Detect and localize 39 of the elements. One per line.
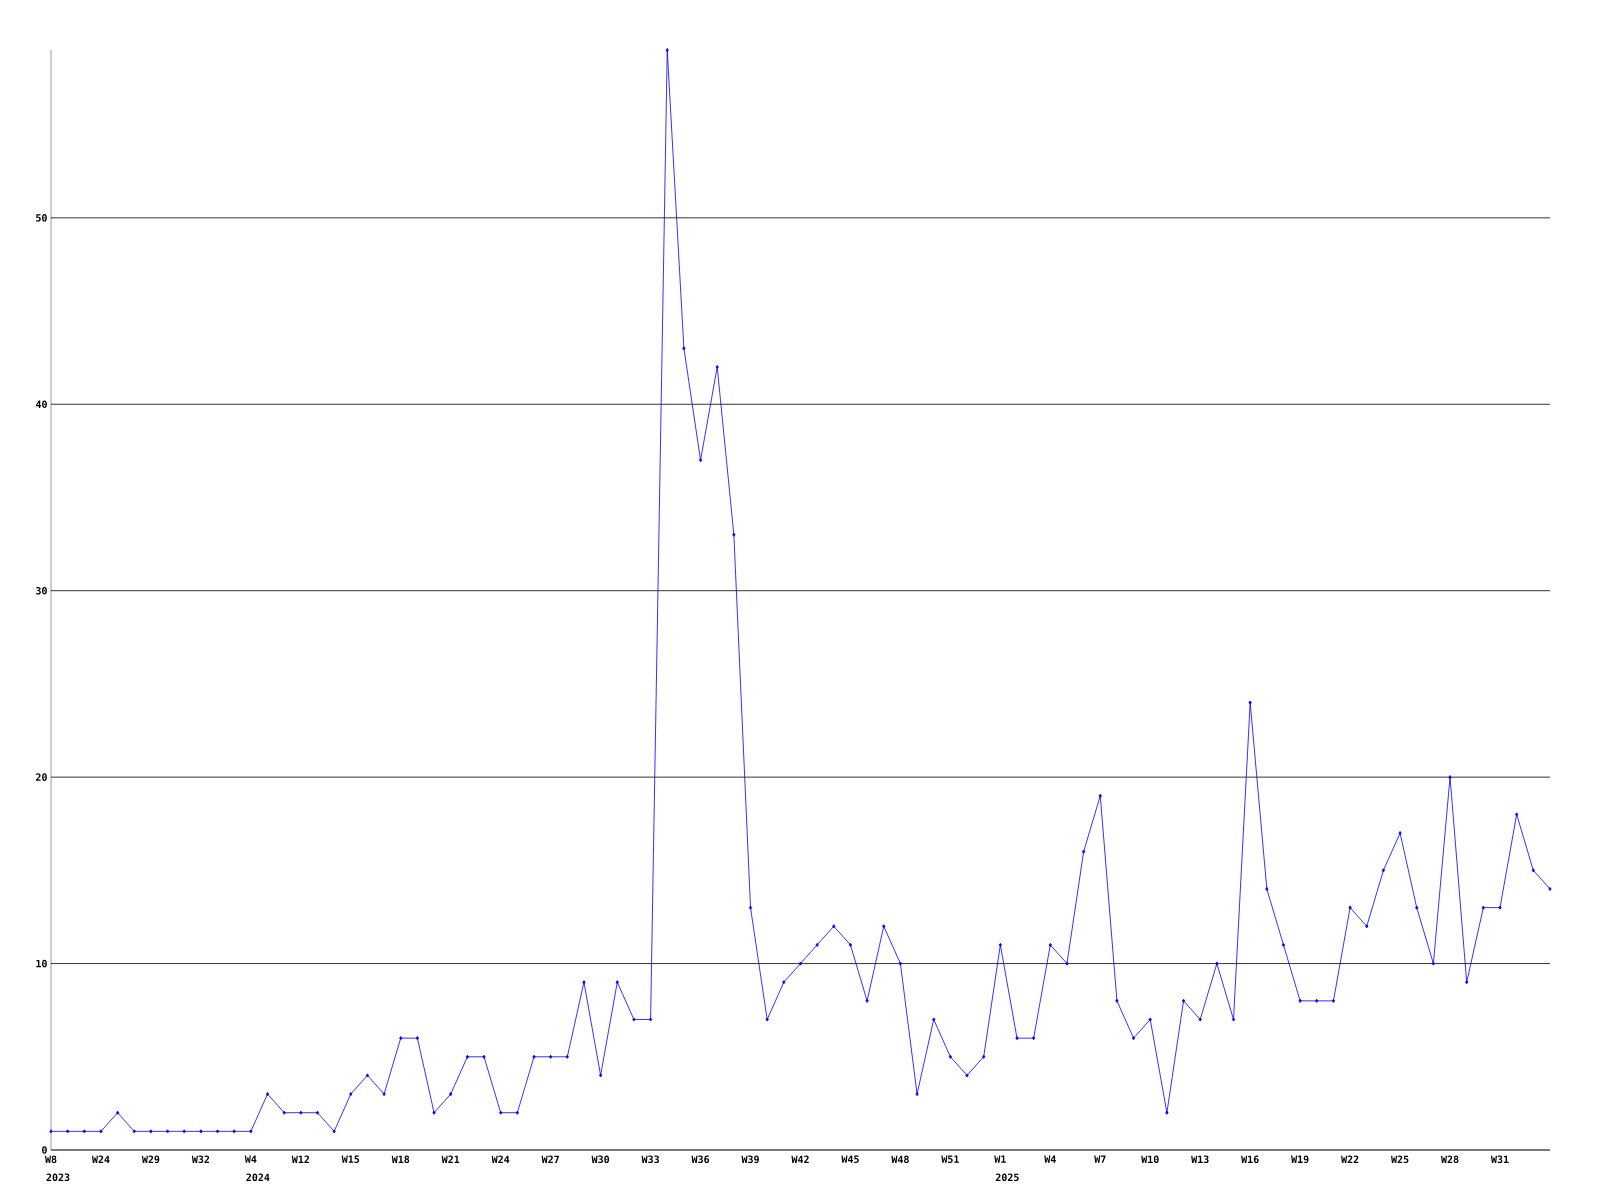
x-tick-label: W25 <box>1391 1155 1409 1164</box>
x-tick-label: W12 <box>291 1155 310 1163</box>
x-tick-label: W18 <box>391 1155 410 1164</box>
y-tick-label: 20 <box>35 773 47 781</box>
x-tick-label: W31 <box>1490 1155 1509 1164</box>
x-tick-label: W36 <box>691 1155 710 1164</box>
text: 2025 <box>995 1173 1019 1182</box>
x-tick-label: W10 <box>1141 1155 1159 1164</box>
x-tick-label: W51 <box>941 1155 959 1163</box>
x-tick-label: W1 <box>994 1155 1006 1163</box>
y-tick-label: 10 <box>36 959 47 968</box>
x-tick-label: W4 <box>244 1155 257 1163</box>
y-tick-label: 30 <box>36 586 47 595</box>
y-tick-label: 0 <box>42 1146 47 1154</box>
x-tick-label: W21 <box>441 1155 460 1163</box>
x-tick-label: W8 <box>44 1155 57 1164</box>
x-tick-label: W7 <box>1094 1155 1106 1163</box>
y-tick-label: 50 <box>36 214 47 222</box>
x-tick-label: W15 <box>341 1155 360 1163</box>
y-tick-label: 40 <box>35 400 47 409</box>
x-tick-label: W30 <box>591 1155 610 1164</box>
x-tick-label: W45 <box>841 1155 859 1163</box>
x-tick-label: W4 <box>1044 1155 1056 1163</box>
text: 2023 <box>46 1173 70 1182</box>
text: 2024 <box>246 1173 270 1182</box>
x-tick-label: W22 <box>1341 1155 1359 1163</box>
x-tick-label: W19 <box>1291 1155 1309 1164</box>
x-tick-label: W28 <box>1441 1155 1459 1164</box>
x-tick-label: W32 <box>191 1155 210 1164</box>
x-tick-label: W27 <box>541 1155 559 1163</box>
x-tick-label: W13 <box>1191 1155 1209 1164</box>
x-tick-label: W24 <box>491 1155 510 1163</box>
x-tick-label: W16 <box>1241 1155 1259 1164</box>
x-tick-label: W29 <box>141 1155 160 1164</box>
x-tick-label: W24 <box>91 1155 110 1163</box>
x-tick-label: W48 <box>891 1155 909 1164</box>
x-tick-label: W39 <box>741 1155 759 1164</box>
x-tick-label: W33 <box>641 1155 659 1164</box>
x-tick-label: W42 <box>791 1155 809 1163</box>
